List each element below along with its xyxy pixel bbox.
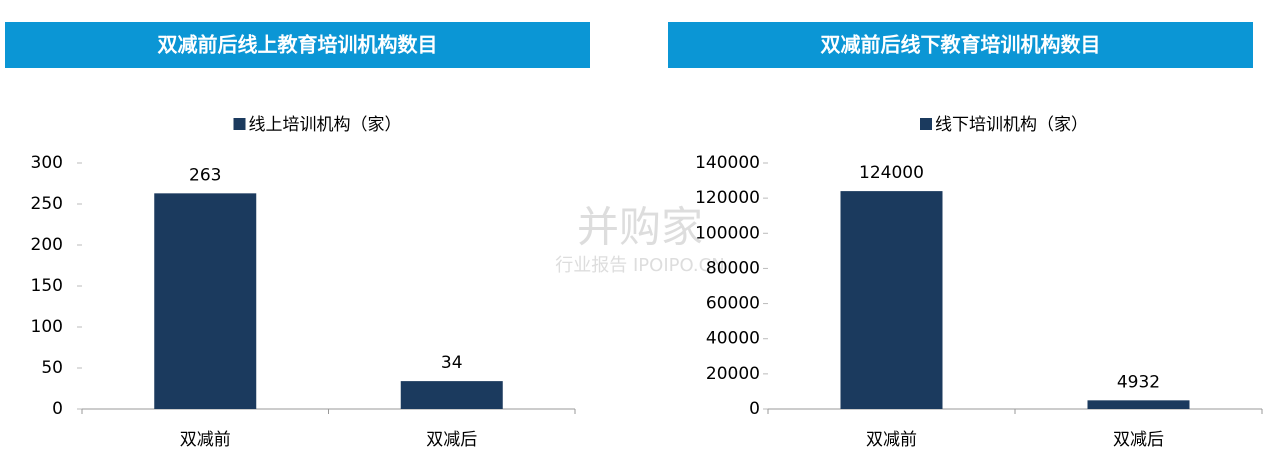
y-tick-label: 100000: [695, 223, 760, 243]
y-tick-label: 200: [31, 235, 63, 255]
y-tick-label: 100: [31, 317, 63, 337]
legend-label: 线上培训机构（家）: [249, 115, 402, 135]
y-tick-label: 60000: [706, 294, 760, 314]
bar: [400, 381, 503, 409]
legend-label: 线下培训机构（家）: [935, 115, 1088, 135]
value-label: 34: [441, 353, 463, 373]
watermark-logo: 并购家: [577, 203, 703, 252]
header-bar: [668, 22, 1253, 68]
y-tick-label: 300: [31, 153, 63, 173]
x-tick-label: 双减后: [1113, 430, 1164, 450]
chart-title: 双减前后线下教育培训机构数目: [821, 33, 1101, 57]
header-bar: [5, 22, 590, 68]
x-tick-label: 双减前: [866, 430, 917, 450]
y-tick-label: 20000: [706, 364, 760, 384]
x-tick-label: 双减前: [180, 430, 231, 450]
y-tick-label: 150: [31, 276, 63, 296]
value-label: 4932: [1117, 372, 1160, 392]
value-label: 263: [189, 165, 221, 185]
legend-swatch: [920, 118, 932, 130]
y-tick-label: 250: [31, 194, 63, 214]
x-tick-label: 双减后: [426, 430, 477, 450]
y-tick-label: 50: [41, 358, 63, 378]
y-tick-label: 140000: [695, 153, 760, 173]
bar: [1087, 400, 1190, 409]
y-tick-label: 120000: [695, 188, 760, 208]
value-label: 124000: [859, 163, 924, 183]
y-tick-label: 0: [52, 399, 63, 419]
bar: [840, 191, 943, 409]
y-tick-label: 40000: [706, 329, 760, 349]
y-tick-label: 0: [749, 399, 760, 419]
y-tick-label: 80000: [706, 258, 760, 278]
legend-swatch: [233, 118, 246, 130]
watermark-caption: 行业报告 IPOIPO.CN: [555, 255, 724, 276]
bar: [154, 193, 257, 409]
chart-title: 双减前后线上教育培训机构数目: [158, 33, 438, 57]
